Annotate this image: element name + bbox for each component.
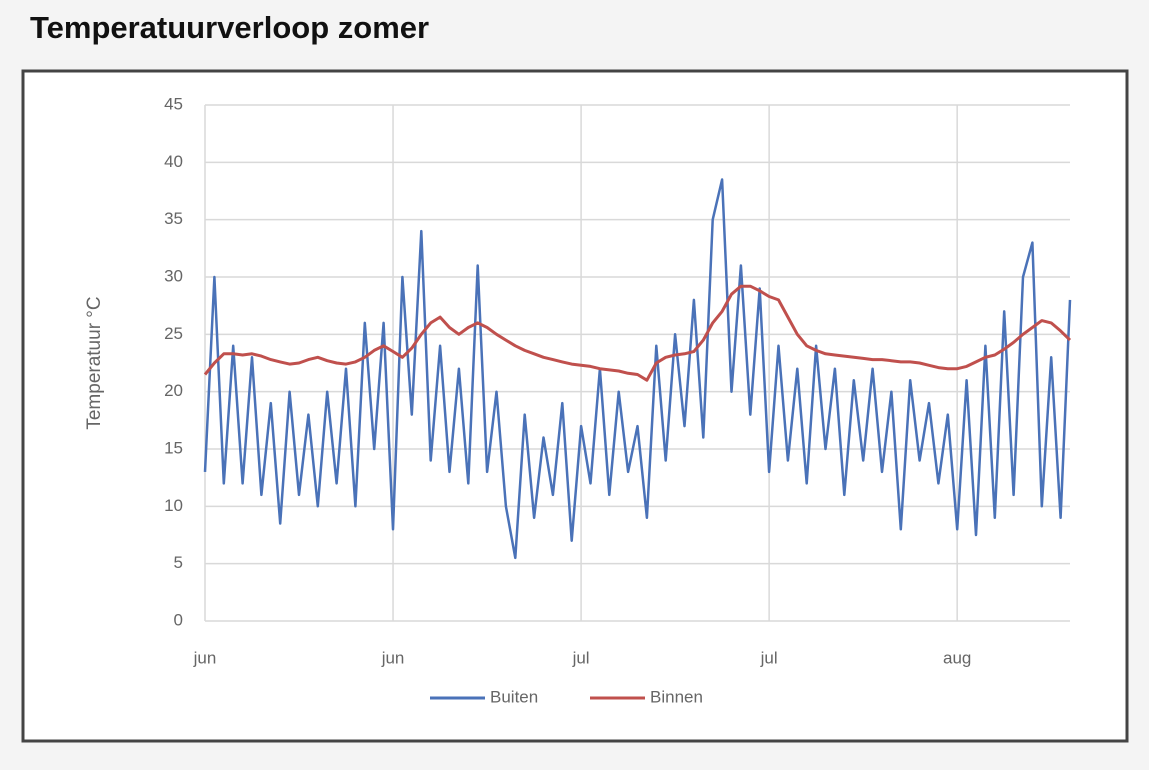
y-tick-label: 15 [164, 438, 183, 457]
y-tick-label: 35 [164, 209, 183, 228]
y-tick-label: 0 [174, 610, 183, 629]
y-axis-label: Temperatuur °C [84, 296, 105, 429]
chart-frame [21, 69, 1129, 743]
y-tick-label: 25 [164, 324, 183, 343]
y-tick-label: 40 [164, 152, 183, 171]
series-line [203, 284, 1072, 382]
y-tick-label: 20 [164, 381, 183, 400]
legend-label: Binnen [650, 687, 703, 706]
chart-title: Temperatuurverloop zomer [30, 10, 429, 45]
y-tick-label: 30 [164, 266, 183, 285]
y-tick-label: 45 [164, 94, 183, 113]
x-tick-label: jun [193, 648, 217, 667]
y-tick-label: 5 [174, 553, 183, 572]
x-tick-label: jul [572, 648, 590, 667]
x-tick-label: aug [943, 648, 971, 667]
y-tick-label: 10 [164, 496, 183, 515]
series-line [203, 178, 1072, 560]
legend-label: Buiten [490, 687, 538, 706]
x-tick-label: jun [381, 648, 405, 667]
x-tick-label: jul [760, 648, 778, 667]
